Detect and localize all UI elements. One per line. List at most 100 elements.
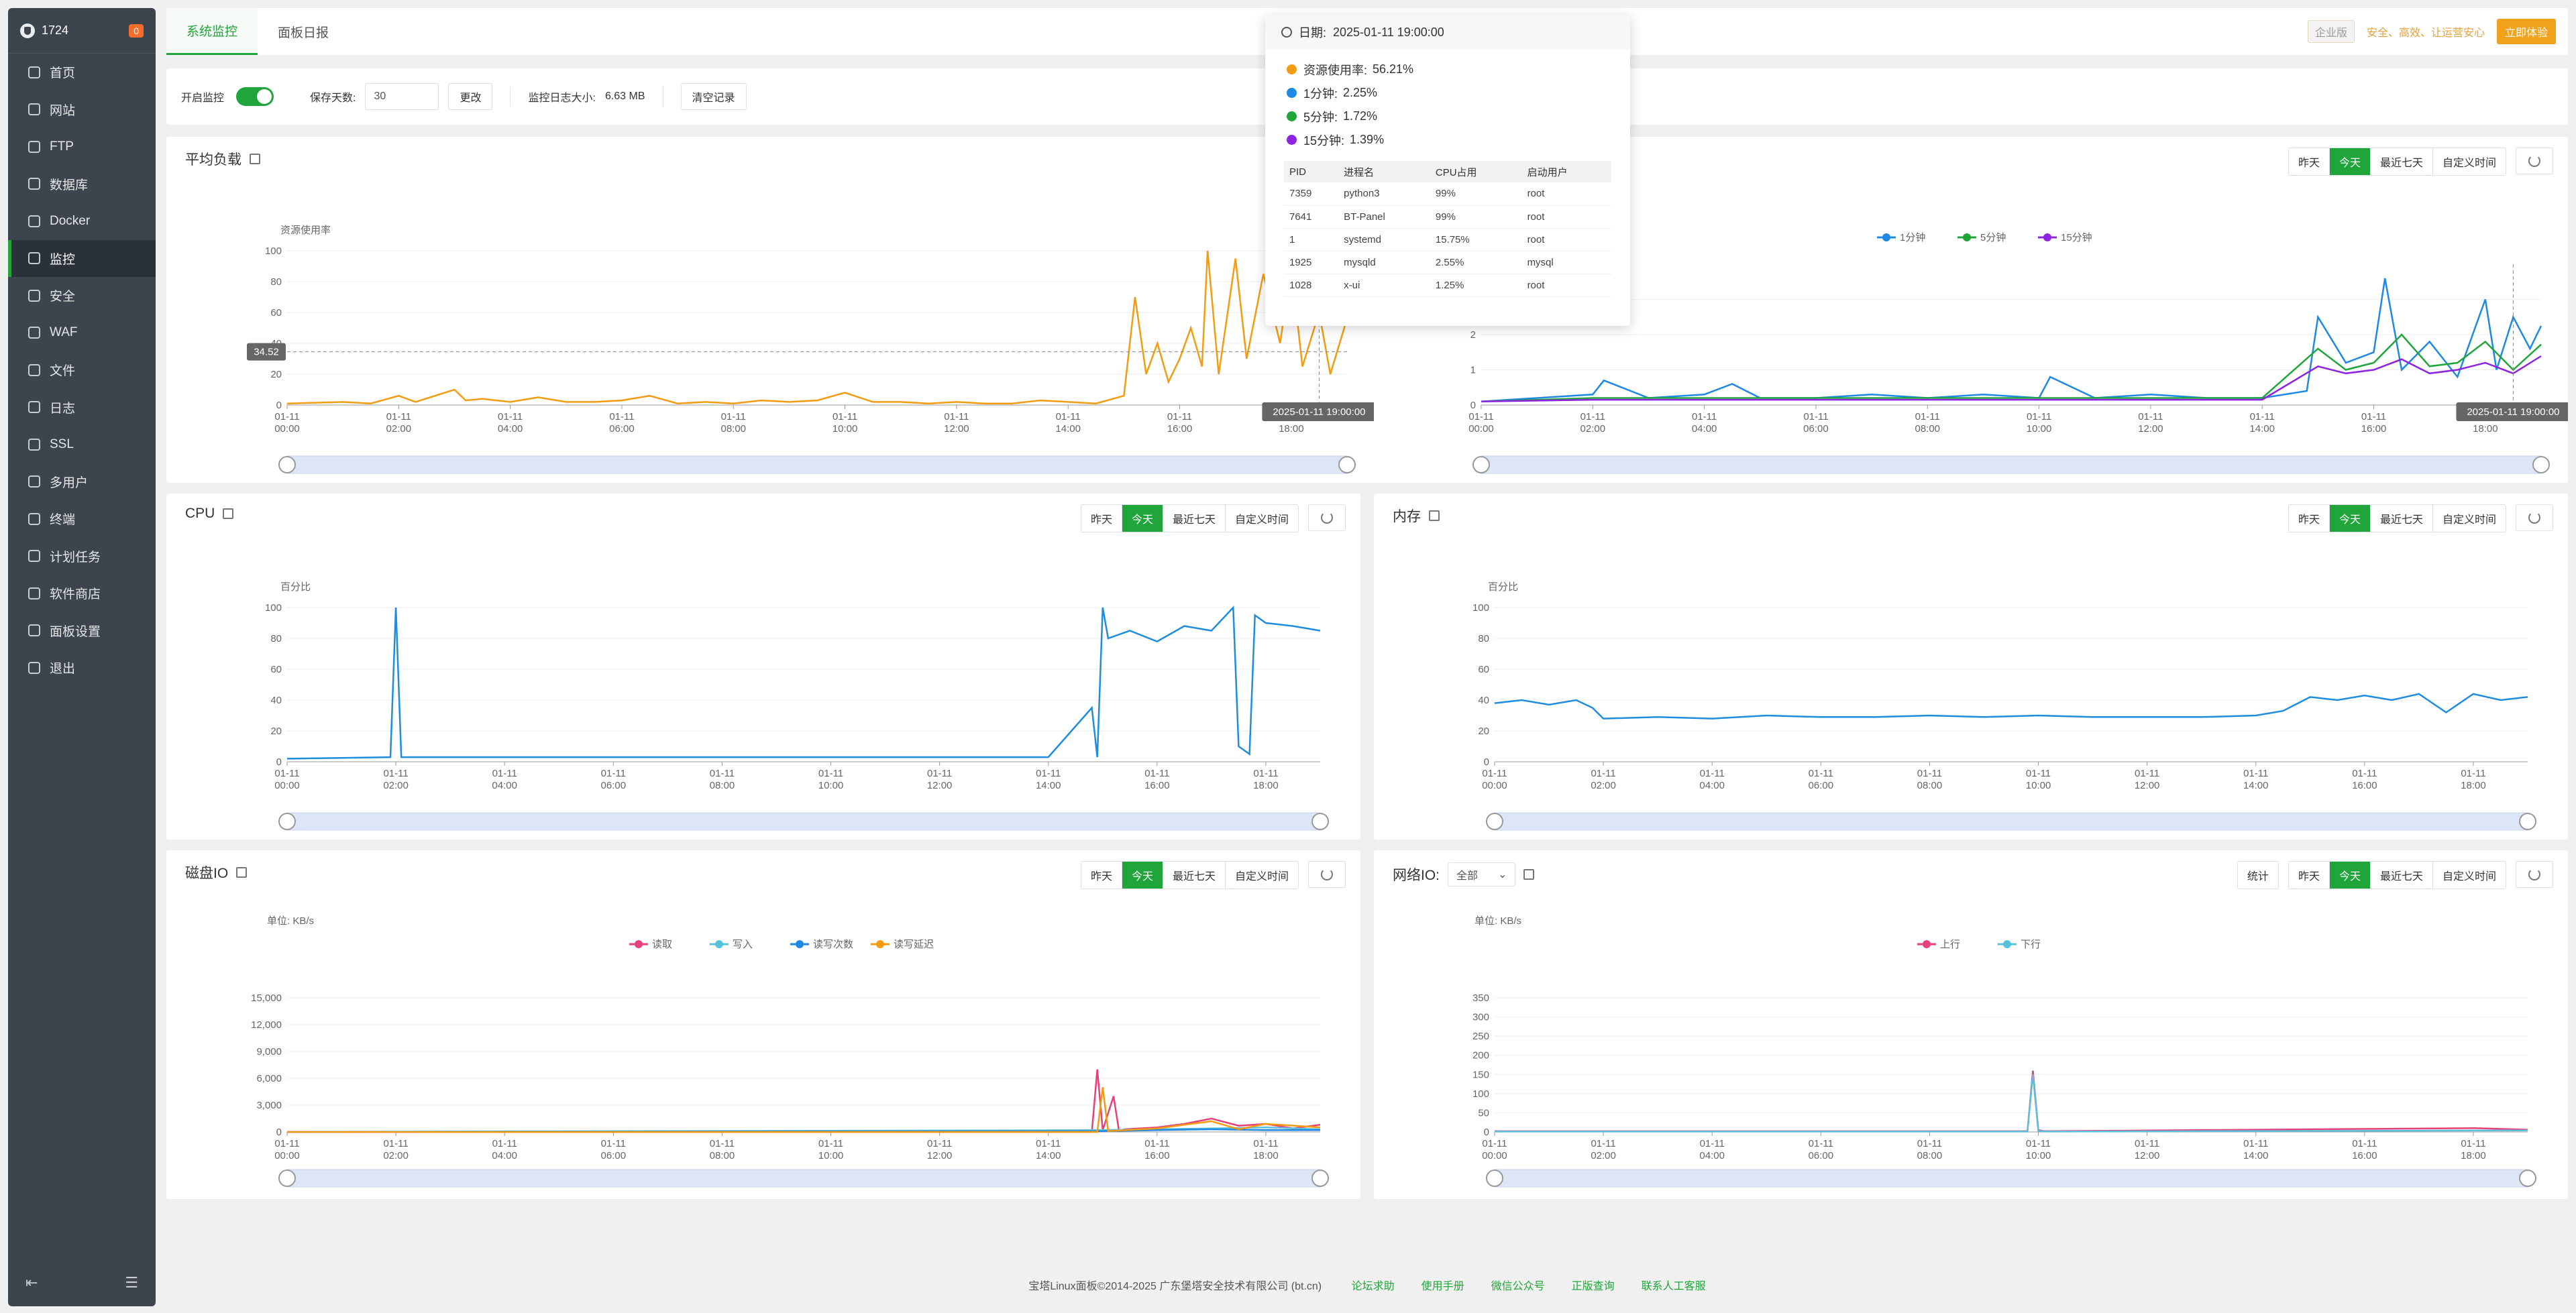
zoom-handle-icon[interactable] (1311, 1169, 1329, 1187)
zoom-handle-icon[interactable] (278, 456, 296, 473)
refresh-button[interactable] (2516, 504, 2553, 531)
zoom-handle-icon[interactable] (2519, 813, 2536, 830)
refresh-button[interactable] (1308, 861, 1346, 888)
refresh-button[interactable] (1308, 504, 1346, 531)
sidebar-item-15[interactable]: 面板设置 (8, 612, 156, 650)
fullscreen-icon[interactable] (1523, 869, 1535, 880)
y-tick-label: 0 (276, 1127, 282, 1138)
menu-list-icon[interactable]: ☰ (125, 1274, 138, 1291)
x-tick-time: 06:00 (601, 1150, 627, 1161)
range-button[interactable]: 今天 (2329, 505, 2371, 532)
tab-panel-daily[interactable]: 面板日报 (278, 25, 329, 40)
zoom-slider[interactable] (286, 812, 1321, 831)
load-average-chart[interactable]: 1分钟5分钟15分钟012301-1100:0001-1102:0001-110… (1428, 211, 2568, 479)
fullscreen-icon[interactable] (236, 867, 248, 878)
slogan: 安全、高效、让运营安心 (2366, 27, 2485, 39)
range-button[interactable]: 最近七天 (1163, 505, 1226, 532)
zoom-slider[interactable] (286, 455, 1348, 474)
range-button[interactable]: 最近七天 (2371, 862, 2433, 889)
range-button[interactable]: 昨天 (2289, 505, 2330, 532)
zoom-handle-icon[interactable] (1472, 456, 1490, 473)
zoom-handle-icon[interactable] (1338, 456, 1356, 473)
range-button[interactable]: 今天 (1122, 862, 1163, 889)
footer-link[interactable]: 微信公众号 (1491, 1281, 1545, 1292)
sidebar-item-4[interactable]: Docker (8, 203, 156, 240)
sidebar-item-12[interactable]: 终端 (8, 500, 156, 538)
sidebar-item-16[interactable]: 退出 (8, 649, 156, 687)
change-button[interactable]: 更改 (448, 83, 493, 110)
sidebar-item-0[interactable]: 首页 (8, 54, 156, 91)
zoom-handle-icon[interactable] (278, 1169, 296, 1187)
zoom-handle-icon[interactable] (278, 813, 296, 830)
notification-badge[interactable]: 0 (129, 23, 144, 38)
enable-monitor-toggle[interactable] (236, 87, 274, 106)
sidebar: 1724 0 首页 网站 FTP 数据库 Docker 监控 安全 WAF 文件 日志 SSL 多用户… (8, 8, 156, 1306)
range-button[interactable]: 最近七天 (2371, 148, 2433, 175)
sidebar-item-10[interactable]: SSL (8, 426, 156, 463)
sidebar-item-9[interactable]: 日志 (8, 389, 156, 426)
fullscreen-icon[interactable] (1429, 510, 1440, 521)
range-button[interactable]: 昨天 (1081, 505, 1122, 532)
footer-link[interactable]: 正版查询 (1571, 1281, 1615, 1292)
sidebar-item-8[interactable]: 文件 (8, 351, 156, 389)
sidebar-item-13[interactable]: 计划任务 (8, 538, 156, 575)
range-button[interactable]: 自定义时间 (2442, 158, 2496, 169)
range-button[interactable]: 昨天 (2289, 148, 2330, 175)
sidebar-item-6[interactable]: 安全 (8, 277, 156, 315)
range-button[interactable]: 自定义时间 (2442, 871, 2496, 882)
sidebar-header[interactable]: 1724 0 (8, 8, 156, 54)
sidebar-item-2[interactable]: FTP (8, 128, 156, 166)
sidebar-item-1[interactable]: 网站 (8, 91, 156, 129)
range-button[interactable]: 昨天 (2289, 862, 2330, 889)
disk-io-chart[interactable]: 单位: KB/s 读取 写入 读写次数 读写延迟 0 3,000 6,000 9,000 12,0… (233, 904, 1347, 1192)
range-button[interactable]: 最近七天 (2371, 505, 2433, 532)
range-button[interactable]: 今天 (1122, 505, 1163, 532)
footer-link[interactable]: 使用手册 (1421, 1281, 1464, 1292)
range-button[interactable]: 自定义时间 (1234, 871, 1289, 882)
fullscreen-icon[interactable] (250, 154, 260, 164)
range-button[interactable]: 今天 (2329, 148, 2371, 175)
sidebar-item-7[interactable]: WAF (8, 315, 156, 352)
zoom-handle-icon[interactable] (1311, 813, 1329, 830)
memory-chart[interactable]: 百分比02040608010001-1100:0001-1102:0001-11… (1441, 567, 2555, 836)
sidebar-item-14[interactable]: 软件商店 (8, 575, 156, 612)
fullscreen-icon[interactable] (223, 508, 234, 519)
zoom-slider[interactable] (1494, 1169, 2528, 1188)
range-button[interactable]: 自定义时间 (2442, 514, 2496, 526)
x-tick-date: 01-11 (2135, 768, 2159, 779)
zoom-slider[interactable] (1494, 812, 2528, 831)
zoom-handle-icon[interactable] (2532, 456, 2550, 473)
try-button[interactable]: 立即体验 (2496, 19, 2556, 44)
y-tick-label: 3,000 (256, 1100, 282, 1111)
sidebar-item-5[interactable]: 监控 (8, 239, 156, 277)
zoom-handle-icon[interactable] (1486, 1169, 1503, 1187)
table-cell: mysql (1521, 251, 1611, 274)
shield-logo-icon (20, 23, 35, 38)
clear-records-button[interactable]: 清空记录 (680, 83, 747, 110)
stat-button[interactable]: 统计 (2247, 871, 2269, 882)
refresh-button[interactable] (2516, 148, 2553, 174)
network-interface-select[interactable]: 全部 ⌄ (1448, 862, 1516, 887)
footer-link[interactable]: 联系人工客服 (1641, 1281, 1706, 1292)
zoom-handle-icon[interactable] (1486, 813, 1503, 830)
collapse-icon[interactable]: ⇤ (25, 1274, 38, 1291)
sidebar-footer: ⇤ ☰ (25, 1274, 138, 1292)
zoom-slider[interactable] (1481, 455, 2542, 474)
tab-system-monitor[interactable]: 系统监控 (166, 8, 258, 55)
keep-days-input[interactable]: 30 (365, 83, 439, 110)
cpu-chart[interactable]: 百分比02040608010001-1100:0001-1102:0001-11… (233, 567, 1347, 836)
load-resource-chart[interactable]: 资源使用率02040608010001-1100:0001-1102:0001-… (233, 211, 1374, 479)
refresh-button[interactable] (2516, 861, 2553, 888)
zoom-slider[interactable] (286, 1169, 1321, 1188)
range-button[interactable]: 今天 (2329, 862, 2371, 889)
sidebar-item-11[interactable]: 多用户 (8, 463, 156, 501)
y-tick-label: 250 (1472, 1031, 1489, 1042)
range-button[interactable]: 昨天 (1081, 862, 1122, 889)
range-button[interactable]: 最近七天 (1163, 862, 1226, 889)
footer-link[interactable]: 论坛求助 (1351, 1281, 1395, 1292)
network-io-chart[interactable]: 单位: KB/s上行 下行05010015020025030035001-1100… (1441, 904, 2555, 1192)
sidebar-item-3[interactable]: 数据库 (8, 166, 156, 203)
range-button[interactable]: 自定义时间 (1234, 514, 1289, 526)
series-dot-icon (1287, 64, 1297, 74)
zoom-handle-icon[interactable] (2519, 1169, 2536, 1187)
